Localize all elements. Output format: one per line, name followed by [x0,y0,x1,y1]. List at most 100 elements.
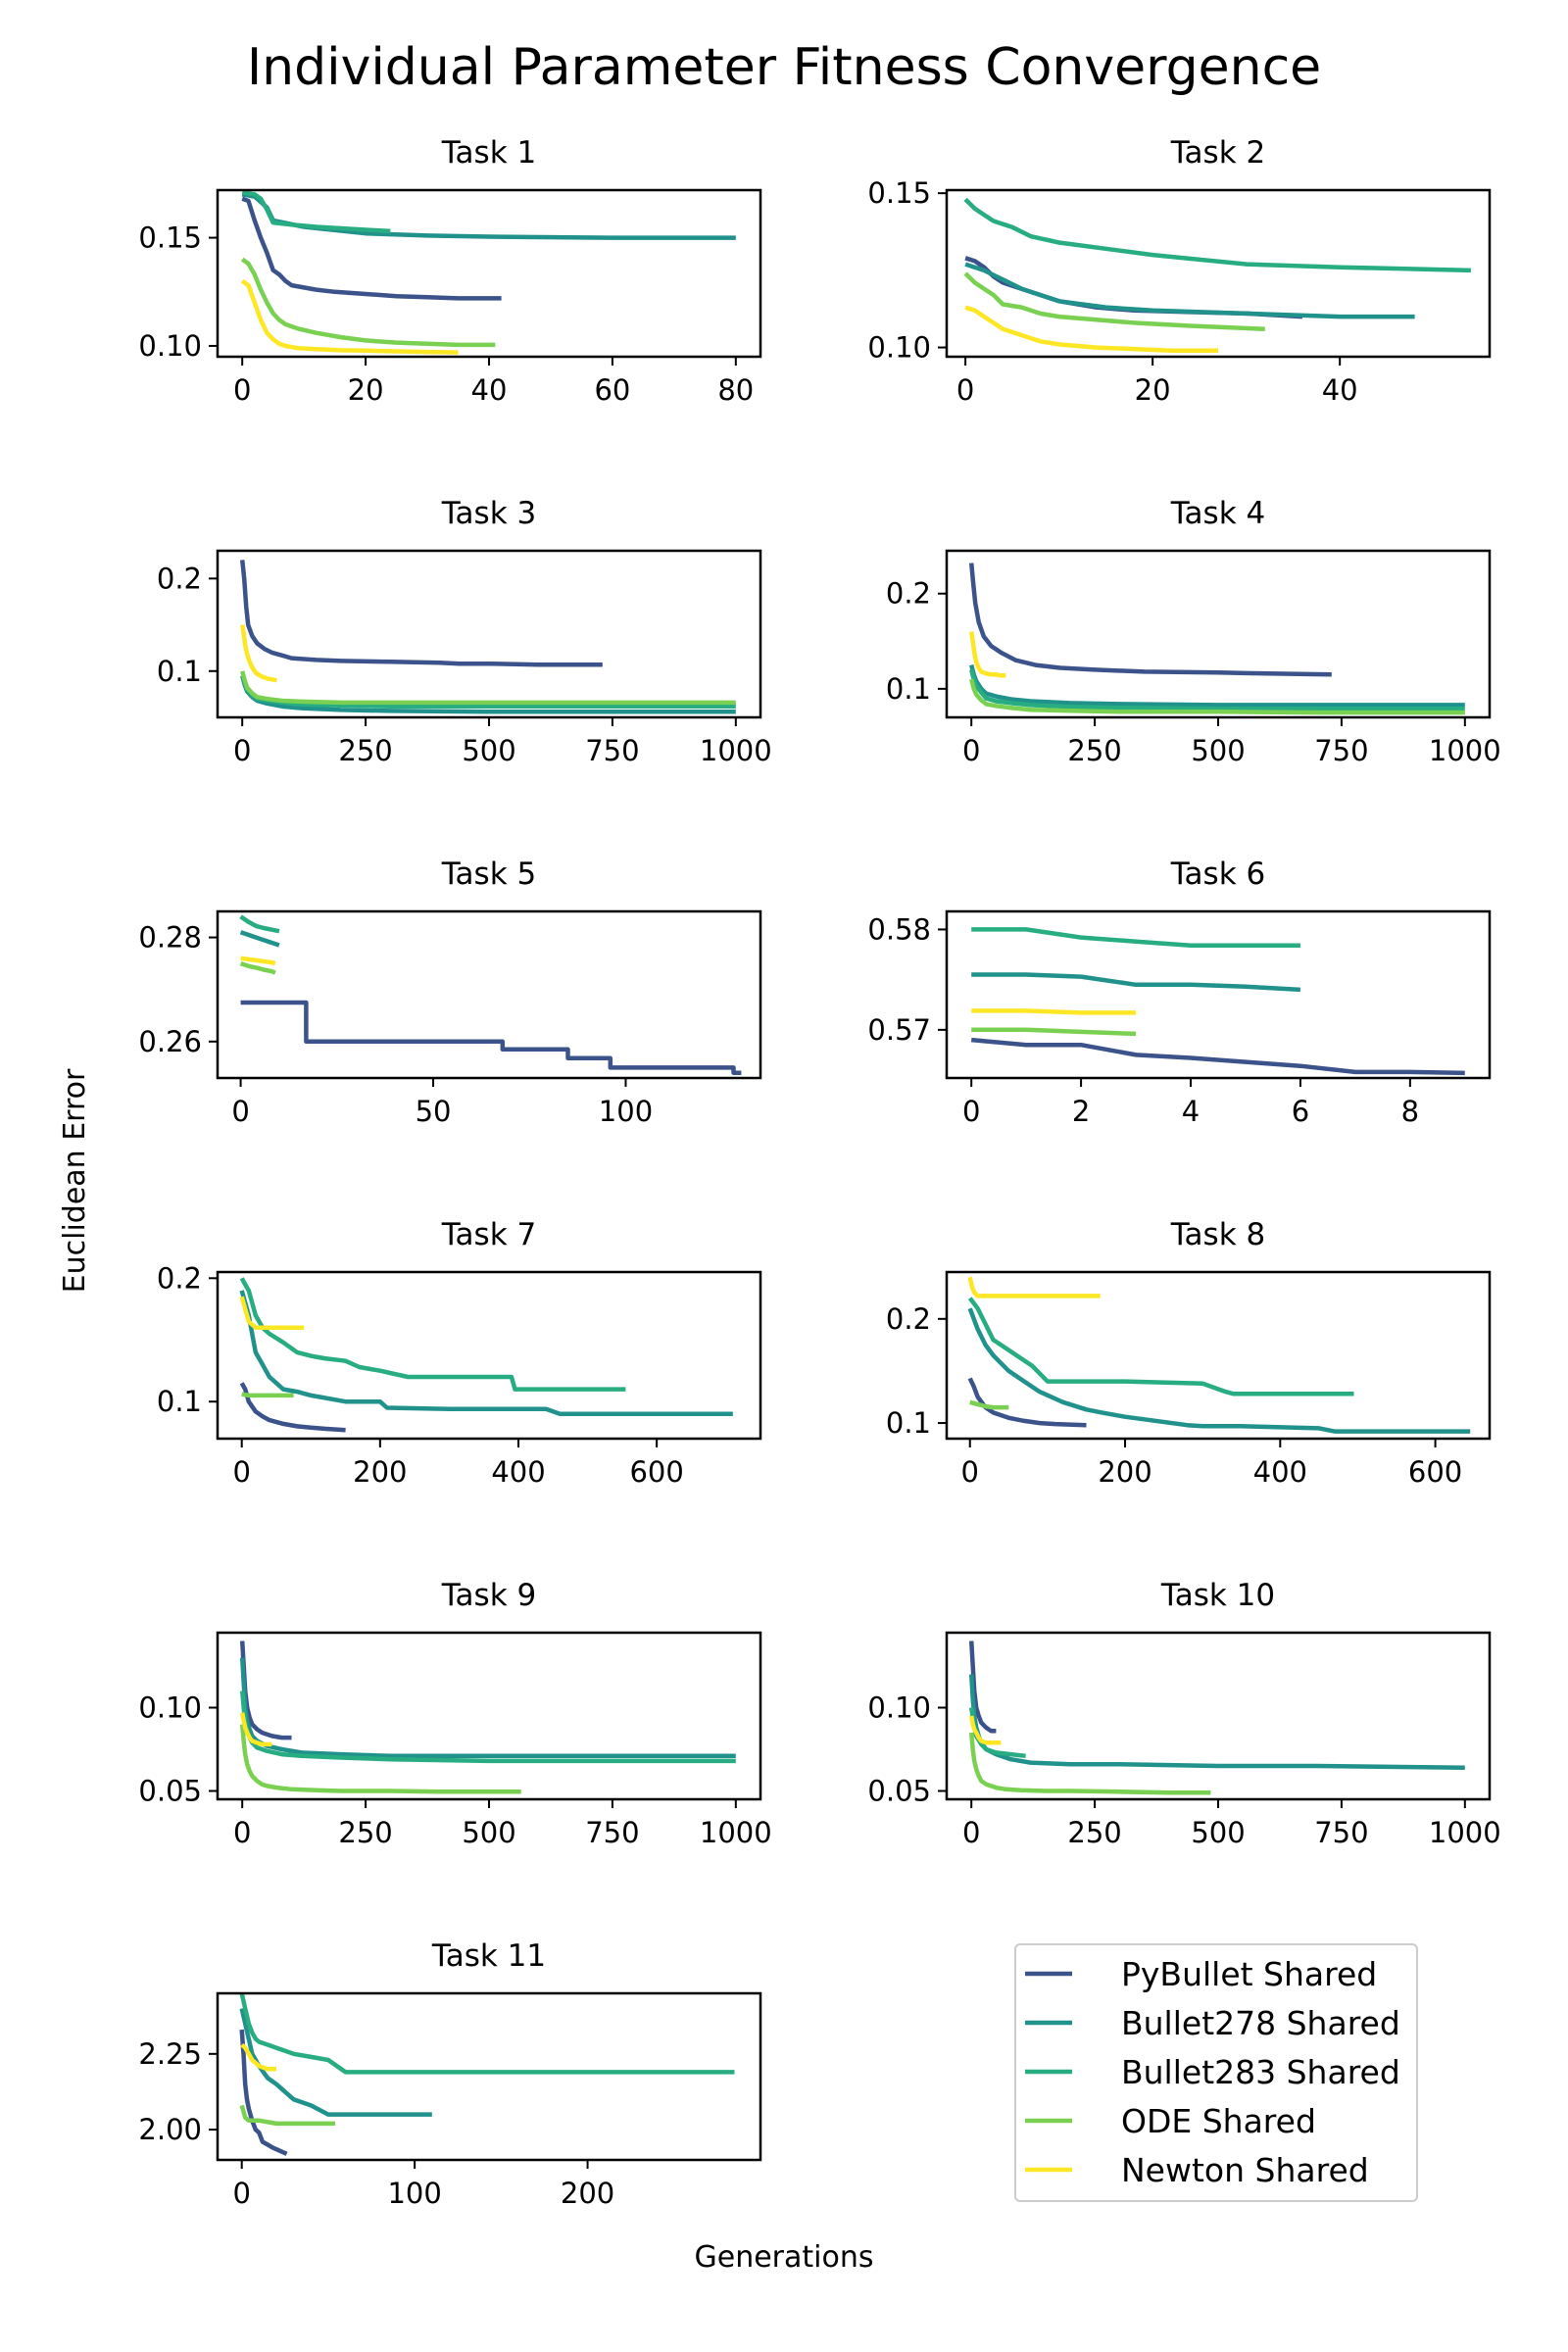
series-line-pybullet-shared-task-7 [239,1382,346,1433]
y-tick-label: 2.25 [138,2037,202,2071]
x-tick-label: 750 [1314,1816,1368,1849]
x-tick-label: 600 [1408,1455,1462,1489]
x-tick-label: 400 [1253,1455,1307,1489]
legend-label: Bullet278 Shared [1121,2004,1400,2042]
series-line-ode-shared-task-6 [971,1027,1137,1037]
series-line-pybullet-shared-task-3 [239,560,603,667]
panel-task-6: Task 6 0 2 4 6 8 0.57 0.58 [867,857,1492,1128]
series-line-bullet283-shared-task-7 [239,1277,626,1392]
panel-task-10: Task 10 0 250 500 750 1000 0.05 0.10 [867,1578,1500,1849]
x-tick-label: 60 [594,373,630,407]
series-group-task-3 [239,560,736,714]
x-tick-label: 250 [338,734,392,767]
x-tick-label: 40 [471,373,508,407]
panel-title-task-6: Task 6 [1170,857,1265,892]
panel-title-task-1: Task 1 [441,135,536,171]
x-tick-label: 750 [585,734,639,767]
series-line-bullet283-shared-task-11 [239,1993,735,2075]
panel-task-4: Task 4 0 250 500 750 1000 0.1 0.2 [886,496,1501,767]
series-group-task-2 [963,197,1471,353]
series-group-task-1 [240,190,736,355]
legend-label: Newton Shared [1121,2151,1369,2189]
y-tick-label: 0.10 [138,329,202,363]
series-line-newton-shared-task-5 [240,956,276,966]
series-line-pybullet-shared-task-5 [240,1000,742,1075]
x-tick-label: 40 [1322,373,1358,407]
panel-task-2: Task 2 0 20 40 0.10 0.15 [867,135,1492,407]
series-line-ode-shared-task-11 [239,2104,335,2127]
panel-title-task-4: Task 4 [1170,496,1265,531]
y-tick-label: 0.1 [886,1406,931,1440]
series-group-task-5 [239,914,742,1075]
figure-title: Individual Parameter Fitness Convergence [247,38,1321,97]
x-tick-label: 1000 [700,734,772,767]
y-tick-label: 0.2 [886,1302,931,1336]
y-tick-label: 0.58 [867,912,931,946]
x-tick-label: 0 [231,1095,249,1128]
series-line-bullet283-shared-task-2 [963,197,1471,273]
axes-frame-task-6 [945,909,1492,1080]
y-tick-label: 0.05 [867,1775,931,1808]
axes-frame-task-2 [945,188,1492,359]
x-tick-label: 500 [462,734,515,767]
series-line-bullet283-shared-task-5 [239,914,280,934]
x-tick-label: 20 [1135,373,1171,407]
x-tick-label: 100 [599,1095,653,1128]
y-tick-label: 0.10 [867,1691,931,1725]
x-tick-label: 8 [1401,1095,1419,1128]
x-tick-label: 1000 [1429,1816,1501,1849]
series-line-ode-shared-task-8 [969,1399,1009,1410]
x-tick-label: 0 [233,1816,251,1849]
series-group-task-11 [239,1993,735,2156]
axes-frame-task-5 [216,909,762,1080]
legend-label: Bullet283 Shared [1121,2053,1400,2091]
x-tick-label: 2 [1072,1095,1090,1128]
x-tick-label: 500 [1191,734,1245,767]
series-line-ode-shared-task-1 [240,257,496,348]
panel-title-task-3: Task 3 [441,496,536,531]
x-tick-label: 0 [233,734,251,767]
series-line-newton-shared-task-4 [968,631,1006,678]
x-tick-label: 500 [1191,1816,1245,1849]
x-tick-label: 200 [561,2177,614,2210]
series-line-newton-shared-task-11 [240,2042,276,2072]
series-line-ode-shared-task-4 [969,678,1465,715]
panel-title-task-8: Task 8 [1170,1217,1265,1252]
x-tick-label: 500 [462,1816,515,1849]
axes-frame-task-8 [945,1270,1492,1441]
y-tick-label: 0.26 [138,1025,202,1058]
panel-task-8: Task 8 0 200 400 600 0.1 0.2 [886,1217,1492,1489]
panel-title-task-5: Task 5 [441,857,536,892]
x-axis-label: Generations [695,2240,874,2275]
series-line-bullet278-shared-task-2 [964,262,1415,319]
x-tick-label: 0 [961,1455,979,1489]
x-tick-label: 250 [1067,734,1121,767]
y-tick-label: 0.10 [138,1691,202,1725]
series-group-task-7 [239,1277,733,1433]
panel-task-7: Task 7 0 200 400 600 0.1 0.2 [157,1217,762,1489]
legend-label: PyBullet Shared [1121,1955,1377,1993]
panel-title-task-7: Task 7 [441,1217,536,1252]
series-line-bullet278-shared-task-6 [971,972,1301,993]
series-line-newton-shared-task-10 [968,1715,1002,1745]
legend: PyBullet Shared Bullet278 Shared Bullet283… [1014,1943,1418,2202]
series-line-newton-shared-task-9 [239,1712,272,1747]
series-line-ode-shared-task-3 [240,670,736,706]
series-line-bullet278-shared-task-8 [967,1307,1471,1434]
series-line-pybullet-shared-task-11 [239,2029,288,2156]
series-line-newton-shared-task-8 [967,1276,1101,1298]
y-axis-label: Euclidean Error [58,1068,92,1293]
series-line-pybullet-shared-task-4 [968,563,1332,677]
series-line-bullet283-shared-task-1 [241,190,391,234]
x-tick-label: 80 [717,373,754,407]
series-line-pybullet-shared-task-6 [970,1037,1465,1076]
y-tick-label: 0.2 [157,562,202,595]
y-tick-label: 0.2 [886,577,931,611]
series-line-bullet278-shared-task-5 [239,930,280,948]
y-tick-label: 0.15 [867,176,931,210]
series-line-ode-shared-task-9 [239,1724,521,1794]
x-tick-label: 750 [585,1816,639,1849]
panel-task-11: Task 11 0 100 200 2.00 2.25 [138,1938,762,2210]
panel-title-task-10: Task 10 [1160,1578,1275,1613]
